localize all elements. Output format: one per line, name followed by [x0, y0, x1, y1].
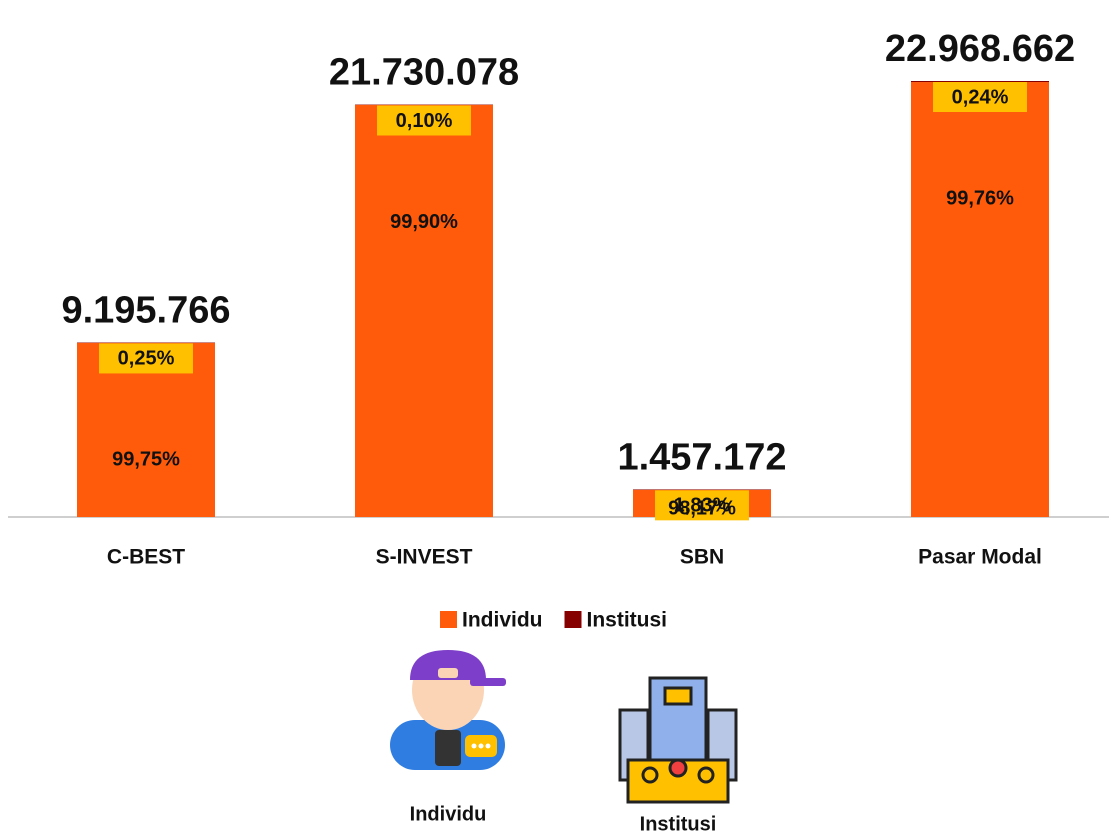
individu-icon	[390, 650, 506, 770]
legend-label: Individu	[462, 609, 543, 632]
label-box	[655, 490, 749, 521]
icon-label: Institusi	[640, 813, 717, 834]
value-label: 0,24%	[952, 86, 1009, 108]
label-box	[933, 82, 1027, 112]
value-label: 0,10%	[396, 110, 453, 132]
label-box	[377, 105, 471, 136]
bar-segment	[355, 104, 493, 517]
legend-swatch	[564, 611, 582, 628]
legend-label: Institusi	[587, 609, 668, 632]
bar-segment	[633, 489, 771, 490]
value-label: 1,83%	[674, 495, 731, 517]
x-tick-label: S-INVEST	[376, 546, 473, 569]
total-label: 21.730.078	[329, 52, 519, 94]
x-tick-label: C-BEST	[107, 546, 185, 569]
value-label: 99,76%	[946, 187, 1014, 209]
bar-segment	[911, 82, 1049, 518]
legend-swatch	[440, 611, 457, 628]
x-tick-label: SBN	[680, 546, 724, 569]
value-label: 99,75%	[112, 449, 180, 471]
bar-segment	[911, 81, 1049, 83]
icon-label: Individu	[410, 803, 487, 825]
value-label: 0,25%	[118, 348, 175, 370]
total-label: 22.968.662	[885, 28, 1075, 70]
total-label: 1.457.172	[617, 436, 786, 478]
label-box	[99, 343, 193, 374]
x-tick-label: Pasar Modal	[918, 546, 1042, 569]
total-label: 9.195.766	[61, 289, 230, 331]
value-label: 99,90%	[390, 211, 458, 233]
value-label: 98,17%	[668, 498, 736, 520]
institusi-icon	[618, 676, 738, 804]
